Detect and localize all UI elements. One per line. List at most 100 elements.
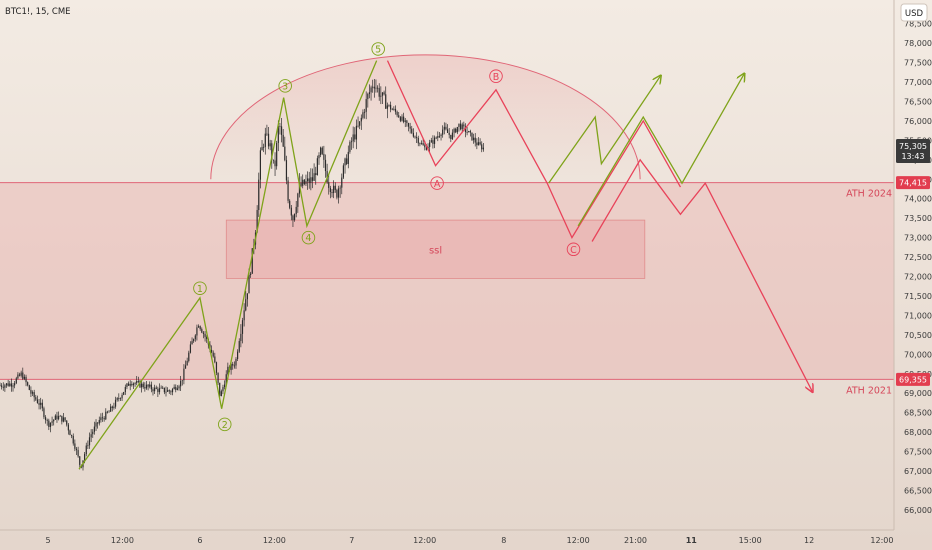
y-tick-label: 73,500 — [904, 214, 932, 223]
y-tick-label: 77,000 — [904, 78, 932, 87]
candle-body — [134, 383, 136, 384]
arc-layer — [210, 54, 641, 180]
candle-body — [167, 390, 169, 392]
candle-body — [215, 362, 218, 373]
candle-body — [368, 92, 371, 95]
candle-body — [87, 445, 89, 447]
candle-body — [451, 132, 454, 140]
candle-body — [394, 108, 397, 112]
y-tick-label: 72,000 — [904, 273, 932, 282]
y-tick-label: 67,000 — [904, 467, 932, 476]
y-tick-label: 77,500 — [904, 59, 932, 68]
candle-body — [227, 366, 229, 375]
wave-label-text: 4 — [305, 233, 311, 244]
candle-body — [476, 142, 478, 146]
x-tick-label: 12:00 — [111, 536, 134, 545]
candle-body — [398, 115, 400, 118]
candle-body — [142, 383, 144, 388]
candle-body — [245, 299, 247, 311]
candle-body — [66, 420, 68, 425]
candle-body — [33, 392, 35, 398]
candle-body — [1, 385, 3, 387]
candle-body — [306, 178, 309, 182]
candle-body — [108, 411, 110, 413]
candle-body — [433, 137, 436, 144]
candle-body — [446, 129, 449, 133]
candle-body — [443, 126, 445, 130]
candle-body — [175, 386, 177, 390]
candle-body — [373, 86, 375, 89]
candle-body — [28, 385, 30, 390]
current-price-tag — [896, 138, 930, 163]
x-tick-label: 8 — [501, 536, 506, 545]
candle-body — [289, 200, 291, 208]
candle-body — [2, 386, 4, 388]
wave-label-B: B — [489, 69, 503, 83]
candle-body — [196, 327, 198, 336]
wave-label-ring — [371, 42, 385, 56]
candle-body — [267, 133, 270, 147]
candle-body — [381, 92, 384, 96]
x-tick-label: 12:00 — [413, 536, 436, 545]
candle-body — [43, 408, 45, 418]
candle-body — [157, 388, 159, 393]
candle-body — [372, 86, 374, 88]
candle-body — [168, 390, 170, 392]
candle-body — [5, 383, 8, 386]
candle-body — [359, 121, 361, 126]
candle-body — [61, 415, 63, 422]
wave-labels-layer: 1 2 3 4 5 A B C — [193, 42, 581, 432]
candle-body — [391, 109, 393, 111]
candle-body — [150, 384, 152, 390]
wave-label-text: 1 — [197, 284, 203, 295]
currency-button-label: USD — [905, 9, 924, 19]
candle-body — [303, 179, 305, 185]
wave-label-ring — [301, 230, 316, 245]
candle-body — [27, 382, 29, 386]
wave-label-2: 2 — [217, 417, 232, 432]
y-tick-label: 78,000 — [904, 39, 932, 48]
candle-body — [206, 336, 208, 339]
candle-body — [437, 136, 439, 138]
candle-body — [176, 388, 178, 390]
candle-body — [230, 363, 232, 371]
currency-button[interactable]: USD — [900, 3, 928, 22]
candle-body — [69, 430, 71, 436]
candle-body — [88, 437, 91, 446]
candle-body — [23, 376, 26, 379]
candle-body — [235, 358, 237, 366]
wave-label-4: 4 — [301, 230, 316, 245]
candle-body — [144, 387, 146, 389]
candle-body — [311, 177, 314, 181]
candle-body — [352, 134, 354, 142]
candle-body — [404, 120, 406, 122]
candle-body — [295, 206, 297, 215]
candle-body — [321, 147, 323, 154]
candle-body — [127, 383, 130, 386]
candle-body — [399, 117, 401, 121]
candle-body — [241, 320, 244, 334]
candle-body — [106, 411, 109, 413]
candle-body — [139, 381, 141, 388]
candle-body — [305, 181, 307, 185]
wave-series-3 — [548, 76, 661, 184]
candle-body — [131, 384, 133, 386]
candle-body — [171, 389, 174, 393]
wave-label-5: 5 — [371, 42, 385, 56]
candle-body — [149, 384, 151, 387]
candle-body — [181, 380, 183, 382]
candle-body — [339, 187, 341, 189]
arc-outline — [210, 54, 641, 180]
candle-body — [98, 420, 100, 424]
candle-body — [308, 178, 310, 184]
candle-body — [386, 105, 388, 109]
candle-body — [261, 147, 263, 151]
level-label-0: ATH 2024 — [846, 189, 892, 200]
candle-body — [455, 128, 457, 133]
candle-body — [316, 158, 318, 176]
time-axis[interactable]: 5 12:00 6 12:00 7 12:00 8 12:00 21:00 11 15:00 12 12… — [46, 536, 894, 545]
candle-body — [219, 382, 221, 397]
candle-body — [403, 116, 405, 122]
